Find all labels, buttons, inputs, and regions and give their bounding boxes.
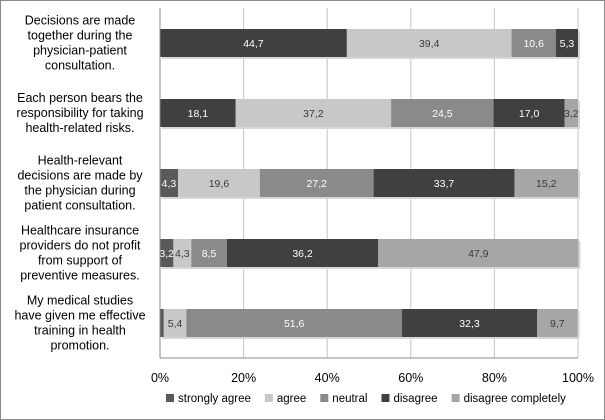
data-label: 24,5 [432,108,453,120]
category-label-line: Health-relevant [38,154,123,168]
bar-segment [373,169,515,197]
data-label: 19,6 [209,178,230,190]
data-label: 33,7 [434,178,455,190]
data-label: 9,7 [550,318,565,330]
bar-segment [186,309,403,337]
legend-entry: agree [277,393,306,405]
category-label-line: consultation. [45,59,115,73]
data-label: 39,4 [419,38,440,50]
category-label-line: decisions are made by [17,169,143,183]
legend-swatch [320,394,329,402]
category-label-line: My medical studies [27,294,133,308]
bar-segment [160,309,164,337]
bar-segment [160,239,174,267]
legend-swatch [451,394,460,402]
legend-entry: neutral [332,393,367,405]
bar-segment [514,169,578,197]
category-label-line: Healthcare insurance [21,224,139,238]
bar-segment [391,99,494,127]
category-label-line: responsibility for taking [16,106,143,120]
bar-segment [191,239,227,267]
data-label: 3,2 [159,248,174,260]
data-label: 5,4 [168,318,183,330]
x-tick-label: 40% [315,371,340,385]
category-label: My medical studies have given me effectiv… [14,294,145,353]
legend-entry: disagree [393,393,437,405]
bar-segment [564,99,578,127]
bar-segment [493,99,565,127]
bar-segment [511,29,556,57]
data-label: 3,2 [564,108,579,120]
bar-segment [226,239,379,267]
data-label: 47,9 [468,248,489,260]
legend-entry: disagree completely [464,393,567,405]
bar-segment [537,309,578,337]
x-tick-label: 100% [562,371,594,385]
category-label-line: Decisions are made [25,14,136,28]
category-label-line: from support of [38,254,123,268]
category-label: Decisions are made together during the phy… [25,14,136,73]
bar-segment [160,29,347,57]
data-label: 27,2 [307,178,328,190]
bar-segment [160,169,178,197]
category-label-line: Each person bears the [17,91,143,105]
x-tick-label: 20% [231,371,256,385]
category-label: Each person bears the responsibility for … [16,91,143,135]
bar-segment [160,99,236,127]
bar-segment [259,169,374,197]
bar-segment [555,29,578,57]
data-label: 44,7 [243,38,264,50]
legend-swatch [381,394,390,402]
data-label: 4,3 [175,248,190,260]
data-label: 5,3 [560,38,575,50]
category-label: Healthcare insurance providers do not pro… [20,224,141,283]
x-tick-label: 0% [151,371,169,385]
data-label: 36,2 [292,248,313,260]
data-label: 18,1 [188,108,209,120]
data-label: 15,2 [536,178,557,190]
category-label-line: training in health [34,324,126,338]
bar-segment [163,309,187,337]
bar-segment [346,29,512,57]
bar-segment [378,239,579,267]
data-label: 4,3 [162,178,177,190]
bar-segment [402,309,538,337]
legend-swatch [166,394,174,402]
legend-swatch [264,394,273,402]
bar-segment [235,99,392,127]
category-label-line: health-related risks. [25,121,134,135]
data-label: 37,2 [303,108,324,120]
x-tick-label: 60% [398,371,423,385]
data-label: 10,6 [523,38,544,50]
category-label-line: patient consultation. [24,199,135,213]
category-label-line: have given me effective [14,309,145,323]
data-label: 51,6 [284,318,305,330]
category-label-line: promotion. [50,339,109,353]
bar-segment [177,169,260,197]
category-label-line: together during the [28,29,133,43]
category-label-line: physician-patient [33,44,127,58]
legend-entry: strongly agree [178,393,251,405]
category-label-line: the physician during [24,184,135,198]
category-label: Health-relevant decisions are made by the … [17,154,143,213]
data-label: 32,3 [459,318,480,330]
data-label: 17,0 [519,108,540,120]
category-label-line: preventive measures. [20,269,140,283]
category-label-line: providers do not profit [20,239,141,253]
bar-segment [173,239,192,267]
data-label: 8,5 [202,248,217,260]
x-tick-label: 80% [482,371,507,385]
